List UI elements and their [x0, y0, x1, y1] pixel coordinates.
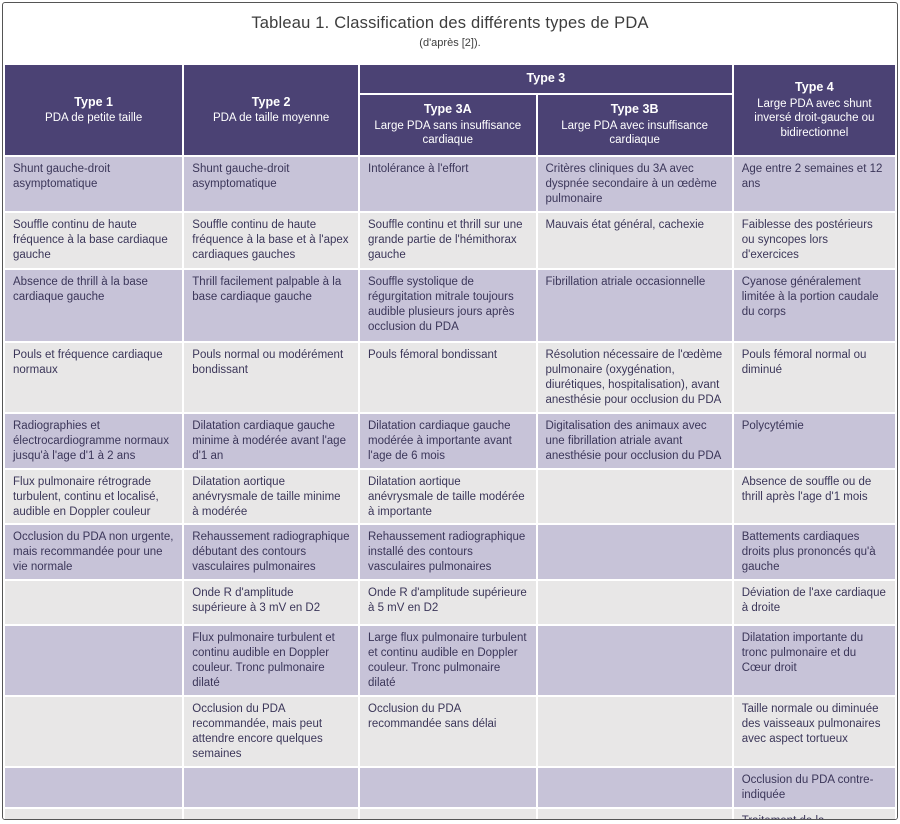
- table-cell: [535, 523, 734, 582]
- header-type3-group: Type 3: [358, 63, 734, 95]
- table-cell: Souffle systolique de régurgitation mitr…: [358, 267, 538, 343]
- table-cell: Souffle continu de haute fréquence à la …: [182, 210, 360, 270]
- table-body: Shunt gauche-droit asymptomatique Shunt g…: [3, 155, 897, 819]
- classification-table: Type 1 PDA de petite taille Type 2 PDA d…: [3, 63, 897, 819]
- header-type2-subtitle: PDA de taille moyenne: [212, 112, 330, 125]
- table-cell: Thrill facilement palpable à la base car…: [182, 267, 360, 343]
- header-type3a: Type 3A Large PDA sans insuffisance card…: [358, 93, 538, 157]
- table-cell: Pouls fémoral normal ou diminué: [731, 340, 897, 414]
- table-cell: [535, 624, 734, 697]
- table-cell: Cyanose généralement limitée à la portio…: [731, 267, 897, 343]
- table-row: Souffle continu de haute fréquence à la …: [3, 210, 897, 270]
- table-cell: Shunt gauche-droit asymptomatique: [182, 155, 360, 213]
- table-row: Flux pulmonaire rétrograde turbulent, co…: [3, 467, 897, 526]
- table-row: Onde R d'amplitude supérieure à 3 mV en …: [3, 579, 897, 627]
- table-cell: [182, 806, 360, 819]
- table-cell: Mauvais état général, cachexie: [535, 210, 734, 270]
- table-cell: [3, 624, 185, 697]
- table-row: Absence de thrill à la base cardiaque ga…: [3, 267, 897, 343]
- table-cell: Critères cliniques du 3A avec dyspnée se…: [535, 155, 734, 213]
- header-type3b-title: Type 3B: [610, 102, 659, 117]
- table-cell: Dilatation aortique anévrysmale de taill…: [358, 467, 538, 526]
- table-cell: Occlusion du PDA recommandée, mais peut …: [182, 695, 360, 768]
- table-cell: Dilatation importante du tronc pulmonair…: [731, 624, 897, 697]
- header-type4-subtitle: Large PDA avec shunt inversé droit-gauch…: [754, 97, 875, 139]
- table-cell: [535, 467, 734, 526]
- header-type4-title: Type 4: [795, 80, 834, 95]
- table-cell: Faiblesse des postérieurs ou syncopes lo…: [731, 210, 897, 270]
- table-cell: Dilatation aortique anévrysmale de taill…: [182, 467, 360, 526]
- table-cell: Occlusion du PDA contre-indiquée: [731, 765, 897, 809]
- header-type2: Type 2 PDA de taille moyenne: [182, 63, 360, 157]
- header-type3a-title: Type 3A: [423, 102, 472, 117]
- table-row: Pouls et fréquence cardiaque normaux Poul…: [3, 340, 897, 414]
- table-cell: Traitement de la Polycytémie par traitem…: [731, 806, 897, 819]
- table-row: Flux pulmonaire turbulent et continu aud…: [3, 624, 897, 697]
- table-row: Shunt gauche-droit asymptomatique Shunt g…: [3, 155, 897, 213]
- table-row: Traitement de la Polycytémie par traitem…: [3, 806, 897, 819]
- table-header: Type 1 PDA de petite taille Type 2 PDA d…: [3, 63, 897, 157]
- table-cell: Fibrillation atriale occasionnelle: [535, 267, 734, 343]
- table-cell: Rehaussement radiographique débutant des…: [182, 523, 360, 582]
- table-cell: [358, 806, 538, 819]
- title-block: Tableau 1. Classification des différents…: [3, 3, 897, 63]
- table-cell: Dilatation cardiaque gauche modérée à im…: [358, 411, 538, 470]
- table-cell: [3, 765, 185, 809]
- table-cell: Pouls normal ou modérément bondissant: [182, 340, 360, 414]
- table-cell: [3, 579, 185, 627]
- table-cell: Shunt gauche-droit asymptomatique: [3, 155, 185, 213]
- table-cell: Large flux pulmonaire turbulent et conti…: [358, 624, 538, 697]
- table-cell: [358, 765, 538, 809]
- table-cell: Radiographies et électrocardiogramme nor…: [3, 411, 185, 470]
- table-cell: Polycytémie: [731, 411, 897, 470]
- table-title: Tableau 1. Classification des différents…: [251, 14, 649, 32]
- header-type3b: Type 3B Large PDA avec insuffisance card…: [535, 93, 734, 157]
- table-cell: [3, 695, 185, 768]
- header-type1-title: Type 1: [74, 94, 113, 109]
- table-cell: [535, 806, 734, 819]
- table-cell: [535, 765, 734, 809]
- table-cell: Absence de thrill à la base cardiaque ga…: [3, 267, 185, 343]
- table-row: Occlusion du PDA contre-indiquée: [3, 765, 897, 809]
- table-cell: Digitalisation des animaux avec une fibr…: [535, 411, 734, 470]
- table-cell: [3, 806, 185, 819]
- header-type1-subtitle: PDA de petite taille: [45, 112, 143, 125]
- table-subtitle: (d'après [2]).: [419, 37, 481, 49]
- header-type3-title: Type 3: [526, 71, 566, 86]
- table-row: Occlusion du PDA recommandée, mais peut …: [3, 695, 897, 768]
- table-cell: Pouls fémoral bondissant: [358, 340, 538, 414]
- table-cell: Dilatation cardiaque gauche minime à mod…: [182, 411, 360, 470]
- table-cell: Déviation de l'axe cardiaque à droite: [731, 579, 897, 627]
- table-cell: Occlusion du PDA non urgente, mais recom…: [3, 523, 185, 582]
- table-cell: Intolérance à l'effort: [358, 155, 538, 213]
- table-cell: Onde R d'amplitude supérieure à 3 mV en …: [182, 579, 360, 627]
- table-cell: [535, 579, 734, 627]
- table-cell: Age entre 2 semaines et 12 ans: [731, 155, 897, 213]
- table-cell: [182, 765, 360, 809]
- table-cell: Onde R d'amplitude supérieure à 5 mV en …: [358, 579, 538, 627]
- table-cell: [535, 695, 734, 768]
- header-type3b-subtitle: Large PDA avec insuffisance cardiaque: [561, 119, 709, 147]
- table-cell: Taille normale ou diminuée des vaisseaux…: [731, 695, 897, 768]
- header-type3a-subtitle: Large PDA sans insuffisance cardiaque: [374, 119, 522, 147]
- header-type2-title: Type 2: [251, 94, 291, 109]
- header-type1: Type 1 PDA de petite taille: [3, 63, 185, 157]
- table-cell: Pouls et fréquence cardiaque normaux: [3, 340, 185, 414]
- table-cell: Résolution nécessaire de l'œdème pulmona…: [535, 340, 734, 414]
- table-cell: Absence de souffle ou de thrill après l'…: [731, 467, 897, 526]
- header-type4: Type 4 Large PDA avec shunt inversé droi…: [731, 63, 897, 157]
- table-cell: Flux pulmonaire turbulent et continu aud…: [182, 624, 360, 697]
- table-cell: Souffle continu de haute fréquence à la …: [3, 210, 185, 270]
- table-cell: Battements cardiaques droits plus pronon…: [731, 523, 897, 582]
- table-row: Radiographies et électrocardiogramme nor…: [3, 411, 897, 470]
- table-cell: Souffle continu et thrill sur une grande…: [358, 210, 538, 270]
- table-cell: Occlusion du PDA recommandée sans délai: [358, 695, 538, 768]
- table-row: Occlusion du PDA non urgente, mais recom…: [3, 523, 897, 582]
- table-cell: Rehaussement radiographique installé des…: [358, 523, 538, 582]
- table-cell: Flux pulmonaire rétrograde turbulent, co…: [3, 467, 185, 526]
